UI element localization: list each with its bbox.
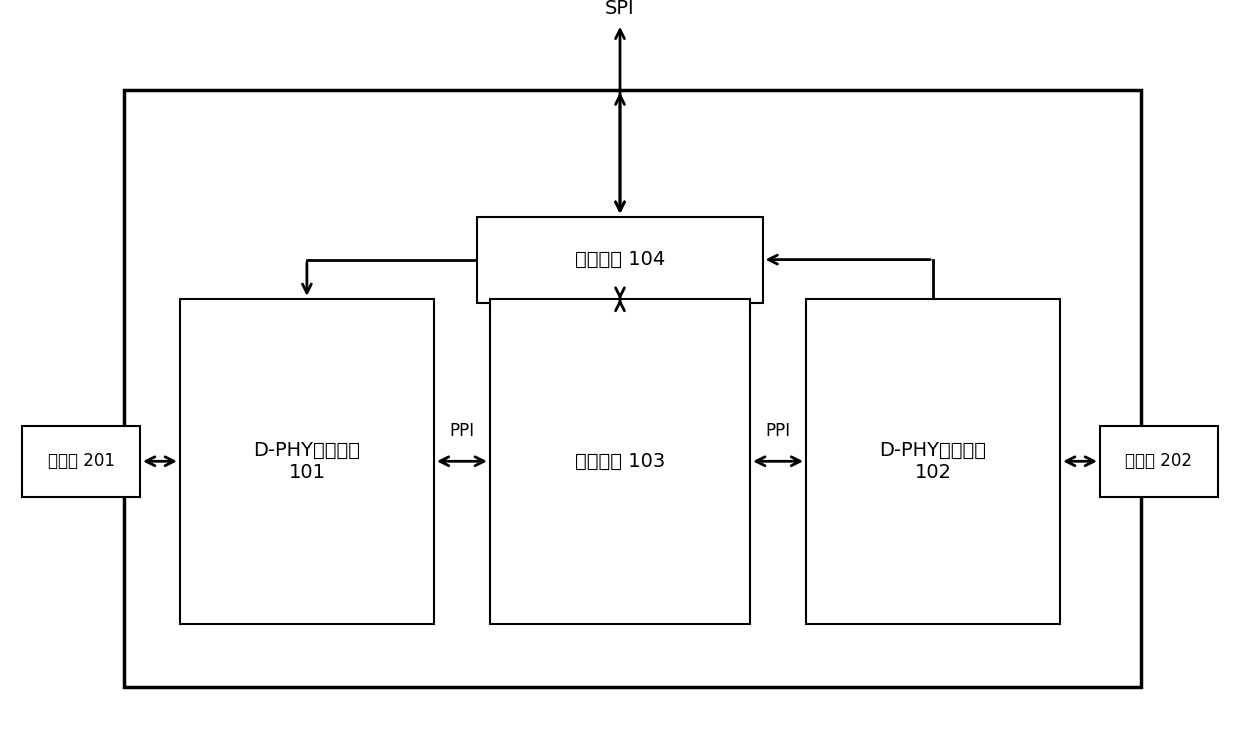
Text: PPI: PPI	[765, 422, 791, 440]
Bar	[180, 299, 434, 624]
Text: PPI: PPI	[449, 422, 475, 440]
Bar	[124, 90, 1141, 687]
Text: 回路模块 103: 回路模块 103	[575, 452, 665, 471]
Bar	[490, 299, 750, 624]
Bar	[477, 217, 763, 303]
Bar	[806, 299, 1060, 624]
Bar	[22, 426, 140, 497]
Text: D-PHY受控模块
101: D-PHY受控模块 101	[253, 441, 361, 482]
Text: 发包器 201: 发包器 201	[47, 452, 115, 471]
Text: 收包器 202: 收包器 202	[1125, 452, 1193, 471]
Text: SPI: SPI	[605, 0, 635, 18]
Text: D-PHY主控模块
102: D-PHY主控模块 102	[879, 441, 987, 482]
Bar	[1100, 426, 1218, 497]
Text: 控制模块 104: 控制模块 104	[575, 250, 665, 269]
